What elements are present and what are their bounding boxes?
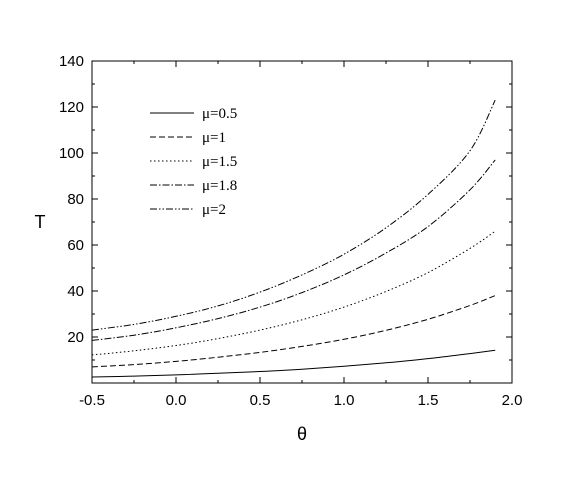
- y-tick-label: 120: [59, 99, 84, 116]
- legend-label: μ=1: [202, 130, 226, 146]
- y-tick-label: 60: [67, 237, 84, 254]
- legend-label: μ=1.5: [202, 154, 237, 170]
- y-tick-label: 20: [67, 329, 84, 346]
- series-line-5: [91, 99, 496, 331]
- series-line-2: [91, 295, 496, 368]
- y-axis-ticks: 20 40 60 80 100 120 140: [59, 53, 512, 361]
- y-tick-label: 100: [59, 145, 84, 162]
- series-layer: [91, 99, 496, 378]
- x-tick-label: 1.5: [418, 392, 439, 409]
- x-tick-label: 2.0: [502, 392, 523, 409]
- plot-frame: [91, 60, 513, 384]
- x-tick-label: 0.0: [166, 392, 187, 409]
- y-tick-label: 140: [59, 53, 84, 70]
- legend: μ=0.5 μ=1 μ=1.5 μ=1.8 μ=2: [150, 106, 237, 218]
- legend-label: μ=2: [202, 202, 226, 218]
- x-tick-label: 0.5: [250, 392, 271, 409]
- x-tick-label: 1.0: [334, 392, 355, 409]
- x-axis-ticks: -0.5 0.0 0.5 1.0 1.5 2.0: [79, 61, 522, 409]
- series-line-4: [91, 159, 496, 341]
- series-line-3: [91, 230, 496, 356]
- legend-label: μ=1.8: [202, 178, 237, 194]
- y-tick-label: 40: [67, 283, 84, 300]
- legend-label: μ=0.5: [202, 106, 237, 122]
- y-axis-title: T: [35, 212, 46, 232]
- x-tick-label: -0.5: [79, 392, 105, 409]
- series-line-1: [91, 349, 496, 378]
- y-tick-label: 80: [67, 191, 84, 208]
- x-axis-title: θ: [297, 424, 307, 444]
